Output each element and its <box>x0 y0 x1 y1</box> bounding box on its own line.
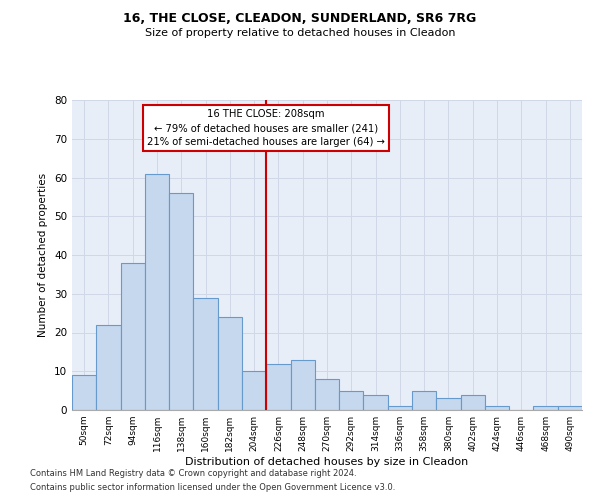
Bar <box>533 406 558 410</box>
X-axis label: Distribution of detached houses by size in Cleadon: Distribution of detached houses by size … <box>185 457 469 467</box>
Bar <box>290 360 315 410</box>
Bar <box>145 174 169 410</box>
Y-axis label: Number of detached properties: Number of detached properties <box>38 173 49 337</box>
Bar <box>388 406 412 410</box>
Text: Contains HM Land Registry data © Crown copyright and database right 2024.: Contains HM Land Registry data © Crown c… <box>30 468 356 477</box>
Bar <box>461 394 485 410</box>
Bar <box>558 406 582 410</box>
Text: Size of property relative to detached houses in Cleadon: Size of property relative to detached ho… <box>145 28 455 38</box>
Bar <box>339 390 364 410</box>
Bar <box>412 390 436 410</box>
Bar <box>169 193 193 410</box>
Bar <box>218 317 242 410</box>
Text: 16, THE CLOSE, CLEADON, SUNDERLAND, SR6 7RG: 16, THE CLOSE, CLEADON, SUNDERLAND, SR6 … <box>124 12 476 26</box>
Bar <box>96 325 121 410</box>
Bar <box>121 263 145 410</box>
Bar <box>193 298 218 410</box>
Bar <box>72 375 96 410</box>
Text: Contains public sector information licensed under the Open Government Licence v3: Contains public sector information licen… <box>30 484 395 492</box>
Bar <box>266 364 290 410</box>
Bar <box>436 398 461 410</box>
Bar <box>242 371 266 410</box>
Bar <box>315 379 339 410</box>
Bar <box>485 406 509 410</box>
Text: 16 THE CLOSE: 208sqm
← 79% of detached houses are smaller (241)
21% of semi-deta: 16 THE CLOSE: 208sqm ← 79% of detached h… <box>147 110 385 148</box>
Bar <box>364 394 388 410</box>
